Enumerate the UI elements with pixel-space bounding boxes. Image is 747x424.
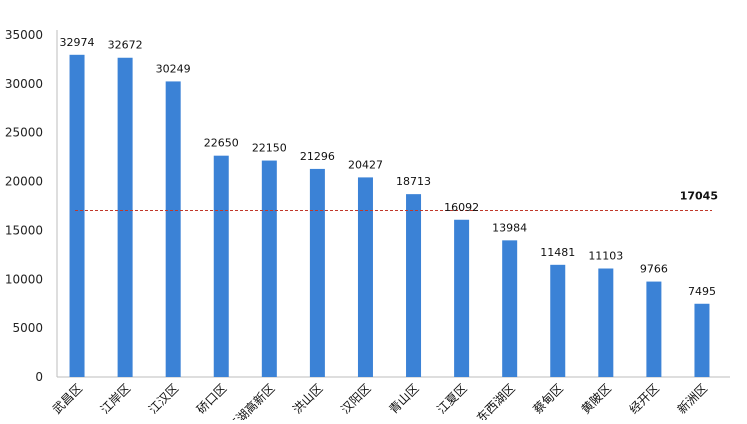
bar <box>69 54 85 378</box>
x-tick-label: 蔡甸区 <box>531 381 566 416</box>
data-label: 21296 <box>300 150 335 163</box>
data-label: 22150 <box>252 142 287 155</box>
data-label: 20427 <box>348 158 383 171</box>
bars <box>69 54 710 378</box>
data-label: 32974 <box>60 36 95 49</box>
x-tick-label: 洪山区 <box>290 381 325 416</box>
x-tick-label: 江岸区 <box>98 381 133 416</box>
x-tick-label: 硚口区 <box>194 381 229 416</box>
bar <box>550 264 566 377</box>
data-label: 11481 <box>540 246 575 259</box>
x-tick-label: 经开区 <box>627 381 662 416</box>
y-tick-label: 25000 <box>5 126 43 140</box>
y-tick-label: 15000 <box>5 223 43 237</box>
bar <box>502 240 518 377</box>
bar <box>309 168 325 377</box>
data-label: 32672 <box>108 39 143 52</box>
bar <box>117 57 133 377</box>
x-tick-label: 新洲区 <box>674 381 710 417</box>
y-tick-label: 30000 <box>5 77 43 91</box>
y-tick-label: 35000 <box>5 28 43 42</box>
x-tick-label: 东西湖区 <box>473 381 518 420</box>
data-label: 13984 <box>492 221 527 234</box>
y-tick-label: 20000 <box>5 175 43 189</box>
bar <box>454 219 470 377</box>
bar <box>213 155 229 377</box>
bar <box>694 303 710 377</box>
x-tick-label: 青山区 <box>386 381 421 416</box>
data-label: 7495 <box>688 285 716 298</box>
y-tick-label: 5000 <box>12 321 43 335</box>
data-label: 30249 <box>156 62 191 75</box>
bar <box>357 177 373 377</box>
x-tick-label: 江汉区 <box>146 381 181 416</box>
y-tick-label: 10000 <box>5 272 43 286</box>
x-tick-label: 江夏区 <box>434 381 469 416</box>
bar <box>598 268 614 377</box>
reference-line-group: 17045 <box>75 189 718 211</box>
y-tick-label: 0 <box>35 370 43 384</box>
data-label: 18713 <box>396 175 431 188</box>
x-tick-label: 东湖高新区 <box>224 381 277 420</box>
x-tick-label: 武昌区 <box>50 381 85 416</box>
data-label: 11103 <box>588 250 623 263</box>
bar <box>646 281 662 377</box>
bar <box>406 194 422 377</box>
bar <box>165 81 181 377</box>
reference-line-label: 17045 <box>680 189 718 202</box>
x-tick-label: 汉阳区 <box>338 381 373 416</box>
labels: 32974 武昌区 32672 江岸区 30249 江汉区 22650 硚口区 22150 东湖高… <box>50 36 716 424</box>
bar <box>261 160 277 377</box>
data-label: 22650 <box>204 137 239 150</box>
data-label: 9766 <box>640 263 668 276</box>
x-tick-label: 黄陂区 <box>578 381 614 417</box>
data-label: 16092 <box>444 201 479 214</box>
